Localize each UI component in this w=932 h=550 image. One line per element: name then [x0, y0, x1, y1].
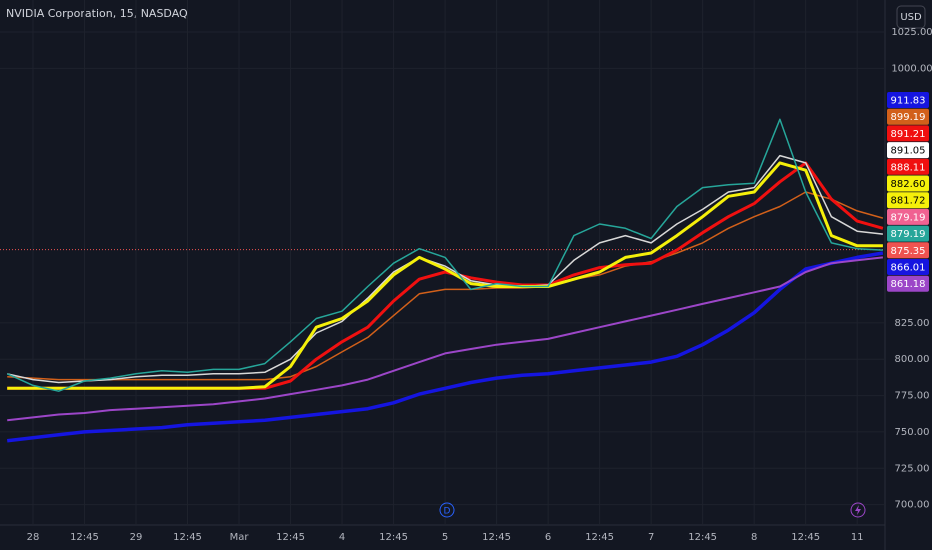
- price-badge: [887, 259, 929, 275]
- x-tick-label: 6: [545, 532, 551, 543]
- price-badge: [887, 108, 929, 125]
- price-badge: [887, 92, 929, 108]
- x-tick-label: 12:45: [379, 532, 408, 543]
- y-tick-label: 1000.00: [891, 63, 932, 74]
- price-badge-label: 882.60: [891, 179, 926, 190]
- price-badge-label: 881.72: [891, 196, 926, 207]
- series-line: [7, 161, 883, 390]
- y-tick-label: 750.00: [895, 427, 930, 438]
- x-tick-label: 12:45: [585, 532, 614, 543]
- news-marker-icon[interactable]: [850, 502, 866, 518]
- chart-title: NVIDIA Corporation, 15, NASDAQ: [6, 7, 188, 20]
- price-badge-label: 879.19: [891, 229, 926, 240]
- y-tick-label: 775.00: [895, 391, 930, 402]
- price-badge: [887, 175, 929, 192]
- price-badge-label: 875.35: [891, 246, 926, 257]
- price-badge-label: 891.21: [891, 129, 926, 140]
- x-tick-label: 28: [27, 532, 40, 543]
- x-tick-label: 7: [648, 532, 654, 543]
- price-badge-label: 891.05: [891, 146, 926, 157]
- x-tick-label: 12:45: [70, 532, 99, 543]
- currency-button-label[interactable]: USD: [900, 12, 922, 23]
- x-tick-label: 12:45: [482, 532, 511, 543]
- x-tick-label: 12:45: [276, 532, 305, 543]
- y-tick-label: 725.00: [895, 463, 930, 474]
- event-marker-icon[interactable]: [439, 502, 455, 518]
- price-badge-label: 879.19: [891, 212, 926, 223]
- price-badge-label: 866.01: [891, 263, 926, 274]
- x-tick-label: 12:45: [688, 532, 717, 543]
- series-line: [6, 118, 883, 392]
- x-tick-label: 4: [339, 532, 345, 543]
- series-line: [7, 191, 884, 381]
- x-tick-label: 12:45: [791, 532, 820, 543]
- x-tick-label: 29: [130, 532, 143, 543]
- event-marker[interactable]: D: [444, 507, 451, 517]
- series-line: [7, 256, 884, 422]
- x-tick-label: 8: [751, 532, 757, 543]
- price-badge-label: 888.11: [891, 162, 926, 173]
- x-tick-label: Mar: [230, 532, 250, 543]
- currency-button[interactable]: [896, 5, 926, 29]
- price-badge: [887, 125, 929, 142]
- y-tick-label: 700.00: [895, 500, 930, 511]
- y-tick-label: 800.00: [895, 354, 930, 365]
- series-line: [7, 154, 883, 384]
- price-badge: [887, 158, 929, 175]
- y-tick-label: 825.00: [895, 318, 930, 329]
- price-badge: [887, 208, 929, 225]
- x-tick-label: 5: [442, 532, 448, 543]
- plot-area: [0, 0, 885, 525]
- series-line: [6, 251, 884, 443]
- price-badge-label: 899.19: [891, 112, 926, 123]
- price-badge: [887, 275, 929, 292]
- price-badge: [887, 192, 929, 209]
- price-badge-label: 861.18: [891, 279, 926, 290]
- lightning-icon: [855, 505, 861, 515]
- x-tick-label: 11: [851, 532, 864, 543]
- price-badge-label: 911.83: [891, 96, 926, 107]
- price-badge: [887, 225, 929, 242]
- price-badge: [887, 142, 929, 159]
- price-badge: [887, 242, 929, 259]
- y-tick-label: 1025.00: [891, 27, 932, 38]
- x-tick-label: 12:45: [173, 532, 202, 543]
